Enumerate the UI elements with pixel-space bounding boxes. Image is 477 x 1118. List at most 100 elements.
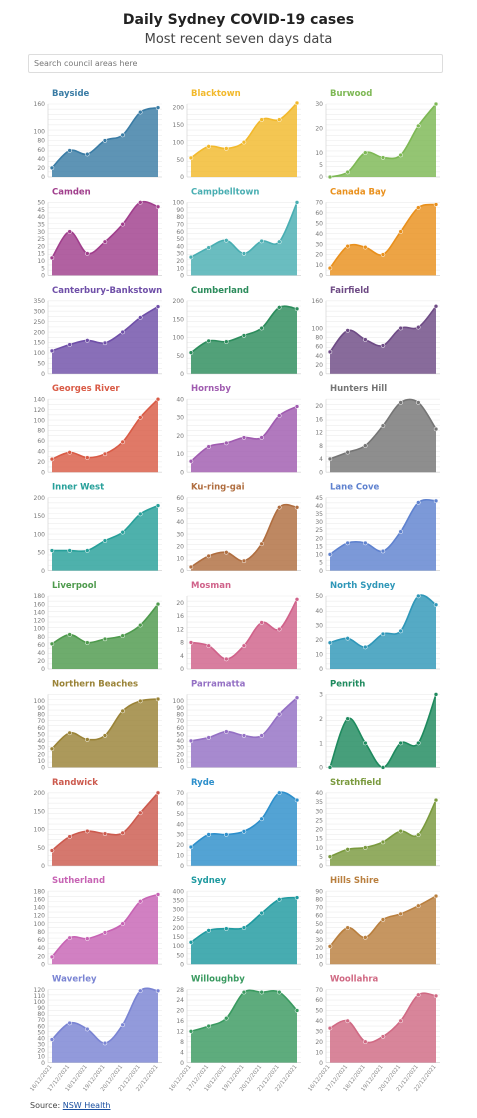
chart-sydney: Sydney 0 50 100 150 200 250 300 350 400 [173,876,301,968]
data-point [224,550,229,555]
y-tick-label: 100 [34,827,46,834]
y-tick-label: 50 [176,507,184,514]
data-point [294,505,300,510]
data-point [363,337,368,342]
data-point [224,238,229,243]
data-point [345,450,350,455]
data-point [363,150,368,155]
data-point [433,602,439,608]
y-tick-label: 50 [37,200,45,207]
y-tick-label: 16 [176,1018,184,1025]
data-point [416,740,421,746]
data-point [67,450,72,455]
data-point [259,910,264,916]
y-tick-label: 15 [315,836,323,843]
data-point [294,597,300,602]
y-tick-label: 30 [315,241,323,248]
data-point [224,832,229,837]
y-tick-label: 150 [173,316,185,323]
data-point [416,400,421,405]
data-point [398,911,403,917]
search-input[interactable] [28,54,443,73]
y-tick-label: 150 [173,122,185,129]
y-tick-label: 20 [315,637,323,644]
chart-title: Burwood [330,89,372,99]
data-point [224,1016,229,1021]
chart-title: Mosman [191,581,231,591]
data-point [49,848,55,853]
y-tick-label: 15 [37,251,45,258]
series-area [330,800,436,866]
data-point [241,435,247,440]
source-link[interactable]: NSW Health [62,1101,111,1110]
chart-fairfield: Fairfield 0 20 40 60 80 100 160 [312,286,440,378]
data-point [380,423,386,428]
y-tick-label: 70 [315,987,323,994]
series-area [191,306,297,374]
chart-title: Campbelltown [191,187,259,197]
data-point [85,828,90,834]
y-tick-label: 0 [319,961,323,968]
y-tick-label: 5 [319,854,323,861]
data-point [327,174,333,180]
data-point [363,443,368,448]
y-tick-label: 90 [315,888,323,895]
data-point [138,109,143,115]
y-tick-label: 60 [176,229,184,236]
data-point [327,552,333,557]
data-point [138,698,143,704]
data-point [380,252,386,257]
y-tick-label: 0 [41,1060,45,1067]
data-point [259,541,264,547]
chart-title: Georges River [52,384,120,394]
data-point [363,935,368,940]
y-tick-label: 20 [176,433,184,440]
data-point [67,935,72,941]
y-tick-label: 140 [34,609,46,616]
y-tick-label: 0 [319,666,323,673]
y-tick-label: 40 [315,353,323,360]
y-tick-label: 200 [173,298,185,305]
y-tick-label: 200 [34,495,46,502]
data-point [206,735,211,740]
data-point [380,1034,386,1039]
y-tick-label: 50 [37,361,45,368]
data-point [277,626,282,632]
y-tick-label: 40 [315,608,323,615]
y-tick-label: 20 [176,600,184,607]
y-tick-label: 50 [37,550,45,557]
chart-title: Strathfield [330,778,381,788]
y-tick-label: 0 [180,469,184,476]
y-tick-label: 350 [173,898,185,905]
data-point [188,940,194,945]
y-tick-label: 0 [180,863,184,870]
y-tick-label: 40 [176,243,184,250]
y-tick-label: 8 [319,443,323,450]
data-point [67,834,72,839]
series-area [330,993,436,1063]
chart-title: Canada Bay [330,187,386,197]
y-tick-label: 150 [34,340,46,347]
series-area [52,894,158,965]
series-area [52,988,158,1063]
y-tick-label: 30 [315,937,323,944]
data-point [259,325,264,331]
data-point [416,832,421,838]
y-tick-label: 20 [315,126,323,133]
y-tick-label: 35 [315,799,323,806]
y-tick-label: 40 [176,396,184,403]
series-area [191,792,297,866]
data-point [155,696,161,702]
y-tick-label: 50 [37,845,45,852]
y-tick-label: 20 [37,953,45,960]
data-point [327,765,333,770]
data-point [259,620,264,625]
y-tick-label: 60 [37,937,45,944]
data-point [67,730,72,736]
y-tick-label: 40 [176,519,184,526]
chart-hornsby: Hornsby 0 10 20 30 40 [176,384,301,476]
data-point [259,117,264,122]
y-tick-label: 40 [37,1035,45,1042]
y-tick-label: 35 [315,511,323,518]
